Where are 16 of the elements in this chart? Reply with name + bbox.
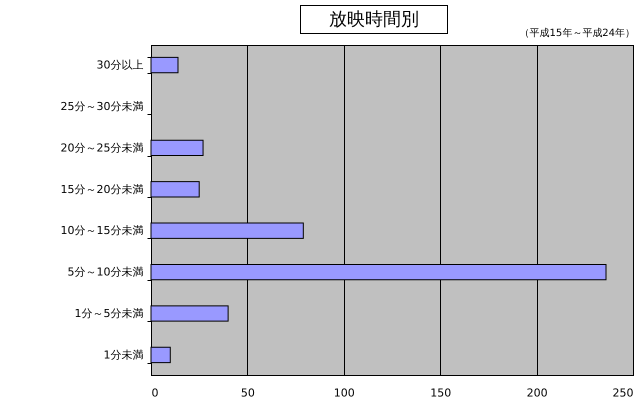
y-tick-label: 30分以上 [96,58,144,72]
y-tick-label: 10分～15分未満 [60,224,144,238]
x-tick-label: 100 [334,386,355,400]
x-tick-label: 0 [152,386,158,400]
chart-title: 放映時間別 [300,5,448,34]
y-tick-label: 1分未満 [104,348,144,362]
x-tick-label: 50 [240,386,255,400]
x-tick-label: 250 [612,386,634,400]
y-tick-label: 15分～20分未満 [60,182,144,196]
y-tick-label: 20分～25分未満 [60,141,144,154]
y-tick-label: 1分～5分未満 [74,307,144,320]
x-tick-label: 200 [526,386,548,400]
y-tick-label: 25分～30分未満 [60,100,144,113]
x-tick-label: 150 [430,386,452,400]
text: （平成15年～平成24年） [520,26,635,40]
y-tick-label: 5分～10分未満 [68,266,144,279]
